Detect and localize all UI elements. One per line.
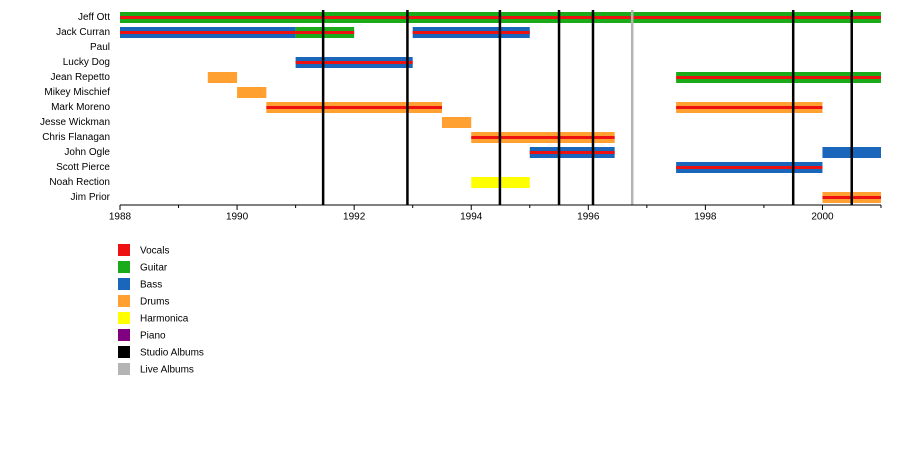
member-label: Jean Repetto <box>51 72 111 83</box>
member-label: Mark Moreno <box>51 102 110 113</box>
x-tick-label: 1996 <box>577 212 600 223</box>
x-tick-label: 2000 <box>811 212 834 223</box>
x-tick-label: 1990 <box>226 212 249 223</box>
legend-swatch <box>118 346 130 358</box>
vocal-stripe <box>295 61 413 64</box>
x-tick-label: 1994 <box>460 212 483 223</box>
legend-label: Harmonica <box>140 314 189 325</box>
member-label: Scott Pierce <box>56 162 110 173</box>
vocal-stripe <box>676 166 823 169</box>
legend-swatch <box>118 312 130 324</box>
x-tick-label: 1988 <box>109 212 132 223</box>
member-label: Mikey Mischief <box>44 87 110 98</box>
x-tick-label: 1998 <box>694 212 717 223</box>
legend-swatch <box>118 363 130 375</box>
vocal-stripe <box>120 31 296 34</box>
vocal-stripe <box>266 106 442 109</box>
vocal-stripe <box>412 31 530 34</box>
member-bar <box>441 117 472 128</box>
member-label: John Ogle <box>64 147 110 158</box>
member-label: Jack Curran <box>56 27 110 38</box>
vocal-stripe <box>676 106 823 109</box>
legend-label: Live Albums <box>140 365 194 376</box>
legend-label: Studio Albums <box>140 348 204 359</box>
legend-label: Bass <box>140 280 162 291</box>
legend-swatch <box>118 329 130 341</box>
legend-label: Drums <box>140 297 169 308</box>
legend-label: Guitar <box>140 263 168 274</box>
vocal-stripe <box>295 31 355 34</box>
vocal-stripe <box>529 151 615 154</box>
member-label: Jesse Wickman <box>40 117 110 128</box>
member-label: Jim Prior <box>71 192 111 203</box>
member-bar <box>237 87 267 98</box>
vocal-stripe <box>676 76 881 79</box>
member-label: Jeff Ott <box>78 12 110 23</box>
x-tick-label: 1992 <box>343 212 366 223</box>
legend-swatch <box>118 244 130 256</box>
legend-swatch <box>118 261 130 273</box>
member-bar <box>207 72 238 83</box>
legend-label: Piano <box>140 331 166 342</box>
member-label: Paul <box>90 42 110 53</box>
legend-swatch <box>118 278 130 290</box>
legend-label: Vocals <box>140 246 169 257</box>
vocal-stripe <box>471 136 615 139</box>
member-label: Chris Flanagan <box>42 132 110 143</box>
member-label: Lucky Dog <box>63 57 110 68</box>
member-label: Noah Rection <box>49 177 110 188</box>
legend-swatch <box>118 295 130 307</box>
